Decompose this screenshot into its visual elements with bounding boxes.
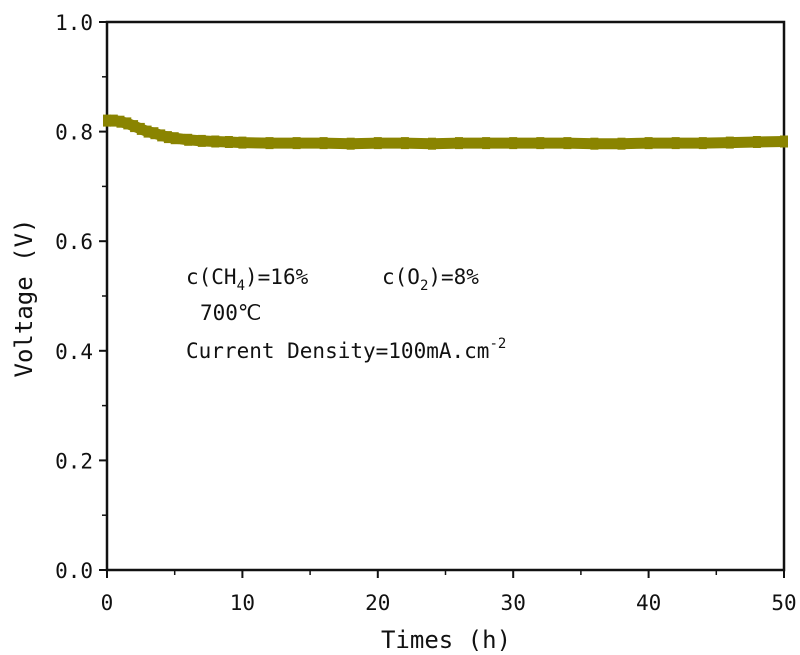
y-axis-title: Voltage (V) [10,219,38,378]
data-point [130,120,139,133]
data-point [698,137,707,150]
data-point [752,136,761,148]
annotation-o2-text: c(O [382,265,420,289]
annotation-ch4-tail: )=16% [245,265,309,289]
annotation-current-density-text: Current Density=100mA.cm [186,339,489,363]
y-tick-label: 0.8 [55,121,93,145]
data-point [157,129,166,142]
plot-area [105,20,786,572]
x-tick-label: 10 [230,591,255,615]
data-point [482,137,491,150]
annotation-o2-tail: )=8% [428,265,479,289]
data-point [292,137,301,150]
annotation-ch4: c(CH4)=16% [186,265,309,294]
data-point [319,137,328,150]
data-point [400,137,409,150]
data-point [671,137,680,150]
data-point [238,136,247,149]
data-point [780,135,788,148]
annotation-o2: c(O2)=8% [382,265,479,294]
data-point [224,136,233,148]
y-tick-label: 0.6 [55,230,93,254]
data-point [150,127,159,140]
data-point [725,136,734,149]
plot-frame [105,20,786,572]
annotation-current-density: Current Density=100mA.cm-2 [186,336,506,363]
annotation-current-density-superscript: -2 [489,336,506,352]
x-tick-label: 30 [501,591,526,615]
data-point [644,137,653,150]
data-point [143,125,152,138]
data-point [163,131,172,144]
x-tick-label: 20 [365,591,390,615]
data-point [184,133,193,146]
x-tick-label: 50 [771,591,796,615]
y-tick-label: 0.0 [55,559,93,583]
axes-layer [99,21,785,578]
data-point [123,117,132,130]
data-point [346,137,355,150]
y-tick-label: 0.2 [55,449,93,473]
data-point [211,135,220,148]
annotation-ch4-subscript: 4 [237,278,245,294]
y-tick-label: 1.0 [55,11,93,35]
labels-layer: 0 10 20 30 40 50 0.0 0.2 0.4 0.6 0.8 1.0 [55,11,797,615]
series-layer [103,114,788,150]
data-point [116,115,125,128]
data-point [197,134,206,147]
annotation-o2-subscript: 2 [420,278,428,294]
annotation-ch4-text: c(CH [186,265,237,289]
data-point [536,137,545,150]
annotation-block: c(CH4)=16% c(O2)=8% 700℃ Current Density… [186,265,506,363]
data-point [455,137,463,150]
y-tick-label: 0.4 [55,340,93,364]
data-point [428,137,436,150]
data-point [109,114,118,127]
data-point [509,137,518,150]
x-axis-title: Times (h) [381,626,511,654]
data-point [170,132,179,145]
data-point [136,122,145,135]
data-point [103,114,111,127]
data-point [617,137,626,150]
x-tick-label: 0 [101,591,114,615]
data-point [563,137,572,150]
x-tick-label: 40 [636,591,661,615]
data-point [590,137,599,150]
annotation-temperature: 700℃ [200,301,262,325]
data-point [373,137,382,150]
data-point [265,137,274,150]
